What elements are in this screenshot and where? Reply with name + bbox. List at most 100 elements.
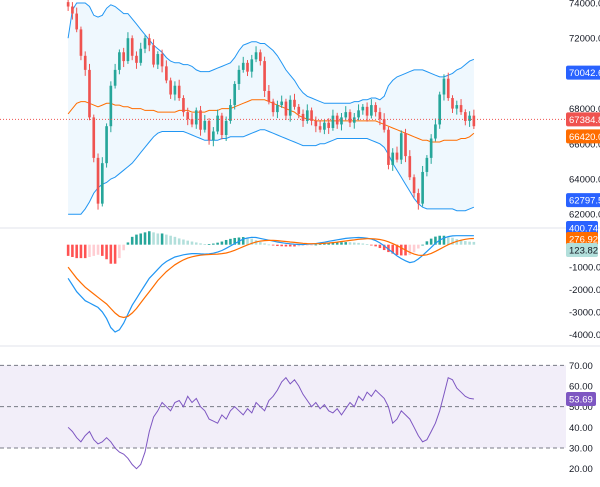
macd-histogram-bar[interactable] <box>259 241 262 245</box>
macd-histogram-bar[interactable] <box>88 244 91 257</box>
candle[interactable] <box>250 54 254 78</box>
candle[interactable] <box>365 102 369 122</box>
bollinger-upper-line[interactable] <box>67 2 475 104</box>
macd-histogram-bar[interactable] <box>327 243 330 245</box>
candle[interactable] <box>126 32 130 64</box>
candle[interactable] <box>75 7 79 33</box>
macd-histogram-bar[interactable] <box>280 244 283 247</box>
candle[interactable] <box>451 95 454 113</box>
macd-histogram-bar[interactable] <box>139 233 143 245</box>
macd-histogram-bar[interactable] <box>344 242 348 245</box>
candle[interactable] <box>348 109 352 128</box>
candle[interactable] <box>472 109 476 130</box>
macd-histogram-bar[interactable] <box>323 243 326 245</box>
candle[interactable] <box>156 51 160 69</box>
macd-histogram-bar[interactable] <box>288 244 292 247</box>
macd-histogram-bar[interactable] <box>357 242 360 245</box>
rsi-line[interactable] <box>67 376 474 470</box>
macd-histogram-bar[interactable] <box>130 236 134 245</box>
candle[interactable] <box>173 81 177 101</box>
macd-histogram-bar[interactable] <box>464 241 467 245</box>
macd-histogram-bar[interactable] <box>408 244 412 255</box>
macd-histogram-bar[interactable] <box>113 244 117 264</box>
candle[interactable] <box>357 104 360 121</box>
candle[interactable] <box>318 120 322 133</box>
macd-histogram-bar[interactable] <box>417 244 420 249</box>
candle[interactable] <box>284 98 288 121</box>
macd-histogram-bar[interactable] <box>399 244 403 256</box>
candle[interactable] <box>258 49 262 66</box>
macd-histogram-bar[interactable] <box>306 244 309 246</box>
candle[interactable] <box>297 104 301 119</box>
candle[interactable] <box>459 99 463 115</box>
macd-axis[interactable]: -4000.00 -3000.00 -2000.00 -1000.00 400.7427… <box>566 221 600 341</box>
candle[interactable] <box>122 47 125 68</box>
macd-histogram-bar[interactable] <box>160 233 164 245</box>
candle[interactable] <box>378 107 382 126</box>
macd-histogram-bar[interactable] <box>92 244 96 256</box>
candle[interactable] <box>425 155 429 177</box>
candle[interactable] <box>109 81 113 133</box>
candle[interactable] <box>241 56 245 73</box>
macd-histogram-bar[interactable] <box>335 242 339 245</box>
macd-histogram-bar[interactable] <box>96 244 100 255</box>
candle[interactable] <box>186 107 190 126</box>
candle[interactable] <box>207 118 211 145</box>
candle[interactable] <box>395 146 399 163</box>
macd-histogram-bar[interactable] <box>75 244 78 259</box>
candle[interactable] <box>130 35 134 61</box>
macd-histogram-bar[interactable] <box>267 244 271 246</box>
macd-histogram-bar[interactable] <box>429 238 433 245</box>
candle[interactable] <box>143 35 147 54</box>
candle[interactable] <box>382 113 386 133</box>
candle[interactable] <box>224 116 228 141</box>
candle[interactable] <box>421 165 424 207</box>
macd-histogram-bar[interactable] <box>391 244 394 254</box>
macd-histogram-bar[interactable] <box>276 244 279 247</box>
candle[interactable] <box>169 77 172 99</box>
candle[interactable] <box>203 114 207 133</box>
candle[interactable] <box>194 107 198 129</box>
candle[interactable] <box>139 42 143 66</box>
candle[interactable] <box>263 56 266 97</box>
candle[interactable] <box>271 98 275 117</box>
macd-histogram-bar[interactable] <box>177 238 181 245</box>
candle[interactable] <box>288 95 292 122</box>
candle[interactable] <box>370 99 373 119</box>
macd-histogram-bar[interactable] <box>365 244 369 245</box>
macd-histogram-bar[interactable] <box>105 244 108 260</box>
candle[interactable] <box>96 153 100 210</box>
macd-histogram-bar[interactable] <box>135 234 138 245</box>
macd-histogram-bar[interactable] <box>118 244 121 259</box>
candle[interactable] <box>335 112 339 129</box>
macd-histogram-bar[interactable] <box>143 232 147 245</box>
macd-histogram-bar[interactable] <box>301 244 305 246</box>
macd-histogram-bar[interactable] <box>374 244 377 247</box>
candle[interactable] <box>135 51 138 69</box>
macd-histogram-bar[interactable] <box>109 244 113 264</box>
macd-histogram-bar[interactable] <box>101 244 104 256</box>
candle[interactable] <box>399 130 403 165</box>
macd-histogram-bar[interactable] <box>224 239 228 245</box>
macd-histogram-bar[interactable] <box>451 237 454 245</box>
candle[interactable] <box>220 112 224 140</box>
macd-histogram-bar[interactable] <box>83 244 87 259</box>
macd-histogram-bar[interactable] <box>156 233 160 245</box>
candle[interactable] <box>412 174 416 198</box>
macd-histogram-bar[interactable] <box>331 242 335 245</box>
macd-histogram-bar[interactable] <box>250 238 254 245</box>
candle[interactable] <box>113 63 117 89</box>
candle[interactable] <box>212 127 215 147</box>
macd-histogram-bar[interactable] <box>318 244 322 245</box>
candle[interactable] <box>216 109 219 135</box>
candle[interactable] <box>199 105 202 136</box>
macd-histogram-bar[interactable] <box>378 244 382 249</box>
macd-histogram-bar[interactable] <box>421 244 424 246</box>
macd-histogram-bar[interactable] <box>472 241 476 245</box>
candle[interactable] <box>233 81 237 110</box>
candle[interactable] <box>331 109 335 131</box>
candle[interactable] <box>408 150 412 181</box>
candle[interactable] <box>344 106 348 121</box>
